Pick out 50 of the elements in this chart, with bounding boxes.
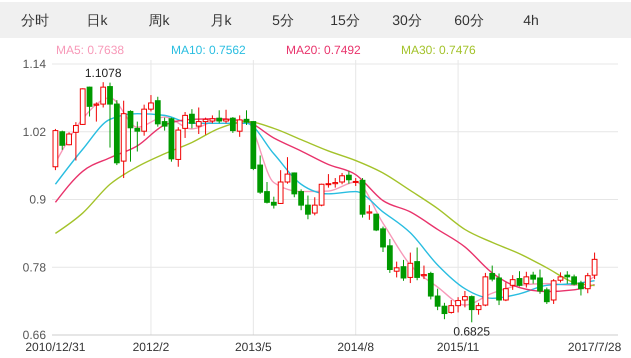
candlestick [510,274,516,290]
candlestick [468,294,475,323]
annotation: 1.1078 [84,66,122,80]
y-tick-label: 0.66 [22,328,46,342]
candlestick [223,109,229,124]
x-tick-label: 2014/8 [337,340,374,354]
text: MA20: 0.7492 [286,43,362,57]
candlestick [523,271,530,288]
x-tick-label: 2015/11 [436,340,480,354]
candlestick [59,130,66,150]
candlestick [502,282,509,302]
candlestick [558,272,564,283]
text: MA5: 0.7638 [56,43,124,57]
x-tick-label: 2012/2 [132,340,170,354]
y-tick-label: 1.02 [22,124,46,139]
candlestick [407,252,414,284]
text: 15分 [330,12,360,28]
y-tick-label: 0.9 [29,192,46,207]
candlestick [421,265,427,280]
candlestick [516,270,522,287]
x-tick-label: 2010/12/31 [25,340,86,354]
text: 60分 [454,12,484,28]
candlestick [550,278,557,304]
x-tick-label: 2017/7/28 [568,340,622,354]
candlestick [189,108,195,129]
candlestick [394,261,400,278]
text: 日k [86,12,108,28]
candlestick [66,132,72,146]
candlestick [366,204,372,220]
candlestick [86,86,92,118]
text: MA30: 0.7476 [401,43,476,57]
candlestick [73,122,79,162]
text: 4h [523,12,539,28]
y-tick-label: 0.78 [22,260,46,274]
text: 分时 [21,12,49,28]
text: 5分 [272,12,294,28]
annotation: 0.6825 [453,324,490,338]
candlestick [400,259,406,282]
x-tick-label: 2013/5 [234,340,272,354]
text: 30分 [392,12,422,28]
candlestick [230,116,236,134]
candlestick [182,111,188,138]
text: 周k [148,12,170,28]
candlestick [414,246,420,281]
y-tick-label: 1.14 [22,57,46,72]
text: MA10: 0.7562 [171,43,246,57]
candlestick [216,110,222,124]
candlestick [346,170,352,184]
text: 月k [210,12,232,28]
candlestick [236,114,243,138]
